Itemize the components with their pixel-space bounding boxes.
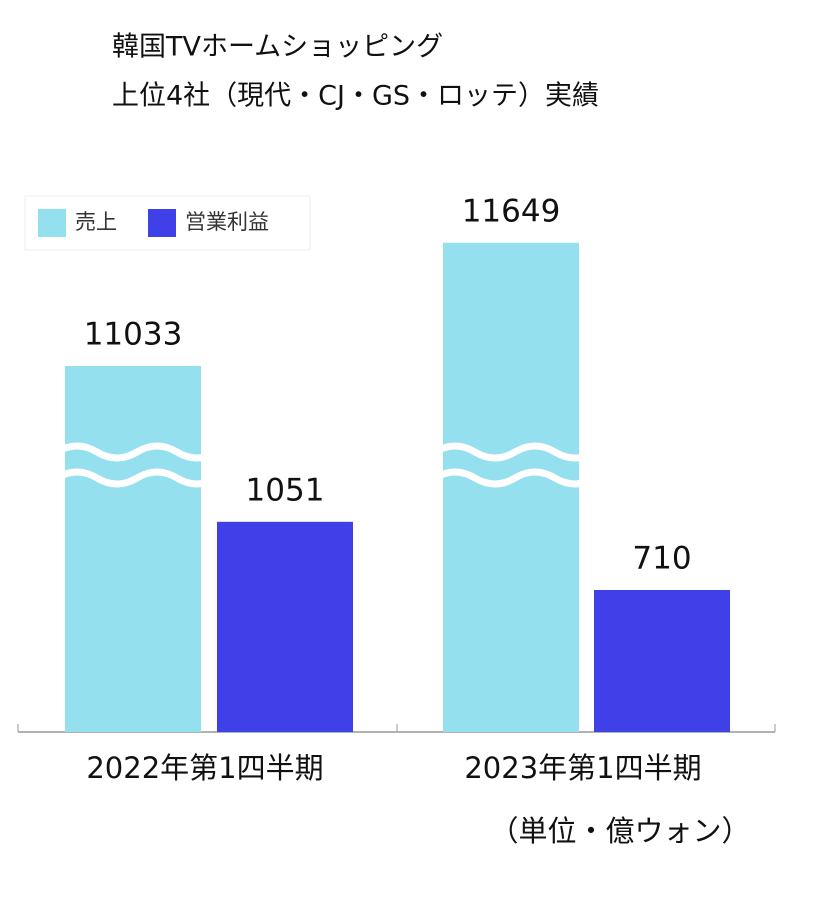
chart-title: 上位4社（現代・CJ・GS・ロッテ）実績	[112, 81, 599, 112]
bar	[65, 366, 201, 732]
data-label: 11649	[462, 193, 561, 229]
bar	[217, 521, 353, 732]
unit-note: （単位・億ウォン）	[489, 814, 750, 848]
x-tick-label: 2022年第1四半期	[86, 751, 323, 785]
data-label: 710	[632, 541, 691, 577]
legend-frame	[24, 195, 311, 251]
legend-swatch	[148, 209, 176, 237]
axis-break	[433, 442, 597, 462]
data-label: 11033	[84, 317, 183, 353]
data-label: 1051	[246, 472, 325, 508]
bar	[594, 590, 730, 732]
axis-break	[55, 442, 219, 462]
axis-break	[433, 468, 597, 488]
chart-title: 韓国TVホームショッピング	[112, 32, 443, 63]
axis-break	[55, 468, 219, 488]
legend-label: 売上	[75, 210, 117, 234]
legend-swatch	[38, 209, 66, 237]
x-tick-label: 2023年第1四半期	[464, 751, 701, 785]
legend-label: 営業利益	[185, 210, 269, 234]
bar	[443, 242, 579, 733]
